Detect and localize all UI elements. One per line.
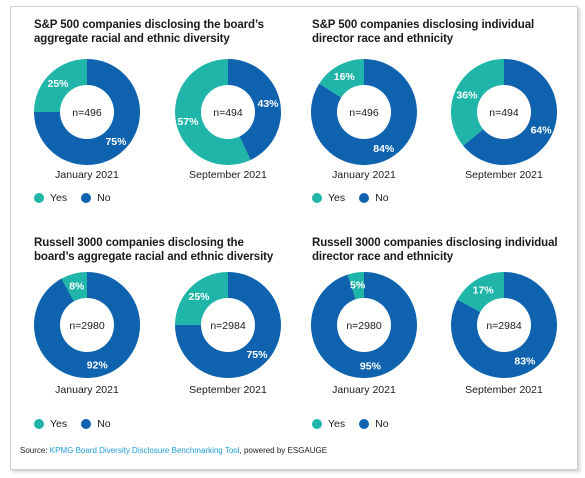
legend-label-no: No: [375, 418, 389, 430]
legend-swatch-no: [359, 193, 370, 203]
legend-label-yes: Yes: [50, 418, 68, 430]
panel-title: S&P 500 companies disclosing individual …: [312, 19, 535, 45]
donut-chart: n=494 64% 36%: [451, 59, 558, 165]
donut-hole: [337, 298, 391, 352]
donut-chart: n=496 84% 16%: [310, 58, 417, 165]
sample-size-label: n=496: [72, 107, 102, 119]
slice-label-yes: 8%: [69, 280, 85, 292]
legend: Yes No: [312, 192, 403, 204]
slice-label-yes: 5%: [350, 280, 366, 292]
source-prefix: Source:: [20, 446, 50, 455]
slice-label-yes: 25%: [189, 291, 211, 303]
legend-swatch-no: [81, 193, 92, 203]
donut-hole: [477, 85, 531, 139]
panel-title: Russell 3000 companies disclosing the bo…: [34, 237, 274, 263]
source-suffix: , powered by ESGAUGE: [239, 446, 328, 455]
chart-caption: January 2021: [55, 384, 119, 396]
slice-label-no: 95%: [360, 361, 382, 373]
sample-size-label: n=2980: [69, 320, 104, 332]
sample-size-label: n=2980: [346, 320, 381, 332]
donut-chart: n=2980 92% 8%: [34, 272, 141, 378]
legend-swatch-yes: [34, 193, 44, 203]
chart-caption: September 2021: [465, 169, 543, 181]
donut-chart: n=2984 75% 25%: [175, 272, 281, 378]
legend-label-no: No: [375, 192, 389, 204]
slice-label-no: 43%: [258, 98, 280, 110]
chart-caption: September 2021: [189, 169, 267, 181]
slice-label-no: 92%: [87, 360, 109, 372]
legend-label-no: No: [97, 418, 111, 430]
slice-label-no: 75%: [246, 349, 268, 361]
legend-swatch-no: [359, 419, 370, 429]
slice-label-no: 75%: [105, 136, 127, 148]
sample-size-label: n=494: [489, 107, 519, 119]
slice-label-yes: 16%: [334, 71, 356, 83]
source-note: Source: KPMG Board Diversity Disclosure …: [20, 446, 327, 455]
legend-swatch-yes: [312, 419, 322, 429]
slice-label-no: 84%: [373, 143, 395, 155]
chart-caption: January 2021: [332, 169, 396, 181]
donut-hole: [477, 298, 531, 352]
legend-label-yes: Yes: [328, 192, 346, 204]
legend: Yes No: [34, 418, 125, 430]
sample-size-label: n=494: [213, 107, 243, 119]
slice-label-yes: 25%: [48, 78, 70, 90]
legend-label-no: No: [97, 192, 111, 204]
legend: Yes No: [312, 418, 403, 430]
donut-chart: n=2980 95% 5%: [310, 272, 417, 378]
donut-hole: [60, 85, 114, 139]
slice-label-no: 83%: [514, 355, 536, 367]
donut-hole: [337, 85, 391, 139]
legend-swatch-yes: [312, 193, 322, 203]
chart-caption: September 2021: [189, 384, 267, 396]
slice-yes: [451, 59, 504, 146]
donut-hole: [201, 85, 255, 139]
panel-title: S&P 500 companies disclosing the board’s…: [34, 19, 264, 45]
chart-caption: September 2021: [465, 384, 543, 396]
sample-size-label: n=2984: [486, 320, 521, 332]
source-link[interactable]: KPMG Board Diversity Disclosure Benchmar…: [49, 446, 240, 455]
donut-hole: [201, 298, 255, 352]
legend-label-yes: Yes: [50, 192, 68, 204]
slice-label-no: 64%: [531, 124, 553, 136]
legend-label-yes: Yes: [328, 418, 346, 430]
donut-hole: [60, 298, 114, 352]
legend-swatch-no: [81, 419, 92, 429]
slice-label-yes: 17%: [473, 285, 495, 297]
chart-caption: January 2021: [332, 384, 396, 396]
legend: Yes No: [34, 192, 125, 204]
donut-chart: n=494 43% 57%: [175, 59, 282, 165]
slice-label-yes: 57%: [177, 116, 199, 128]
sample-size-label: n=496: [349, 107, 379, 119]
chart-caption: January 2021: [55, 169, 119, 181]
panel-title: Russell 3000 companies disclosing indivi…: [312, 237, 558, 263]
sample-size-label: n=2984: [210, 320, 245, 332]
legend-swatch-yes: [34, 419, 44, 429]
donut-chart: n=2984 83% 17%: [451, 272, 558, 378]
donut-chart: n=496 75% 25%: [34, 59, 140, 165]
slice-label-yes: 36%: [456, 90, 478, 102]
